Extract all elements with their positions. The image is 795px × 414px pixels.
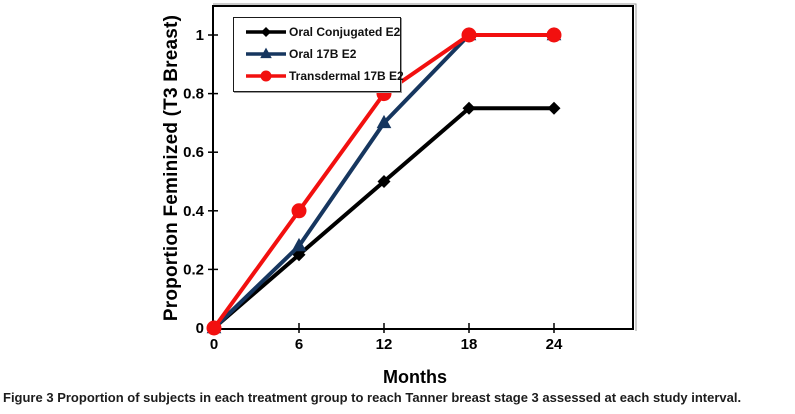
svg-text:0.4: 0.4 bbox=[183, 203, 205, 220]
legend-item: Oral 17B E2 bbox=[244, 45, 392, 63]
svg-text:1: 1 bbox=[196, 27, 204, 44]
triangle-marker-icon bbox=[246, 47, 286, 59]
svg-text:12: 12 bbox=[376, 336, 393, 353]
y-axis-label: Proportion Feminized (T3 Breast) bbox=[161, 14, 182, 322]
svg-text:0.6: 0.6 bbox=[183, 144, 204, 161]
svg-text:24: 24 bbox=[546, 336, 563, 353]
svg-text:6: 6 bbox=[295, 336, 303, 353]
legend-item: Oral Conjugated E2 bbox=[244, 23, 400, 41]
figure-caption: Figure 3 Proportion of subjects in each … bbox=[3, 390, 793, 405]
legend-label: Oral Conjugated E2 bbox=[289, 25, 401, 39]
svg-text:0.8: 0.8 bbox=[183, 86, 204, 103]
figure-caption-label: Figure 3 bbox=[3, 390, 54, 405]
chart-legend: Oral Conjugated E2 Oral 17B E2 Transderm… bbox=[233, 17, 404, 92]
legend-item: Transdermal 17B E2 bbox=[244, 67, 404, 85]
x-axis-label: Months bbox=[383, 367, 447, 387]
legend-label: Transdermal 17B E2 bbox=[289, 69, 404, 83]
svg-text:0.2: 0.2 bbox=[183, 261, 204, 278]
svg-text:0: 0 bbox=[196, 320, 204, 337]
legend-label: Oral 17B E2 bbox=[289, 47, 357, 61]
circle-marker-icon bbox=[246, 70, 286, 82]
diamond-marker-icon bbox=[246, 27, 286, 37]
svg-text:18: 18 bbox=[461, 336, 478, 353]
figure-caption-text: Proportion of subjects in each treatment… bbox=[57, 390, 742, 405]
svg-text:0: 0 bbox=[210, 336, 218, 353]
